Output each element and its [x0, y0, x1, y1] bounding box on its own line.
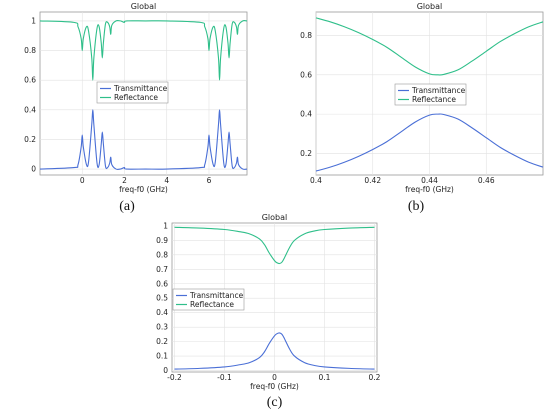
ticks-a: 0 2 4 6 0 0.2 0.4 0.6 0.8 1: [24, 16, 212, 185]
y-tick-label: 0.6: [156, 279, 168, 288]
chart-a: 0 2 4 600.20.40.60.81 Global freq-f0 (GHz) …: [24, 2, 248, 214]
panel-label-c: (c): [267, 395, 283, 410]
chart-c: -0.2 -0.1 0 0.1 0.2 0 0.1 0.2 0.3 0.4 0.5 0.6 0.7 0.8…: [156, 213, 381, 410]
y-tick-label: 0.6: [300, 70, 312, 79]
y-tick-label: 1: [163, 221, 168, 230]
y-tick-label: 0.4: [24, 105, 36, 114]
y-tick-label: 0.8: [156, 250, 168, 259]
legend-box: [394, 83, 467, 106]
x-tick-label: 0.42: [364, 176, 381, 185]
x-tick-label: 0.2: [369, 373, 381, 382]
y-tick-label: 0.4: [300, 110, 312, 119]
x-tick-label: 0.44: [421, 176, 438, 185]
chart-title-c: Global: [262, 213, 288, 222]
y-tick-label: 0.3: [156, 323, 168, 332]
y-tick-label: 0.2: [24, 135, 36, 144]
series-line-transmittance: [315, 113, 544, 172]
ticks-c: -0.2 -0.1 0 0.1 0.2 0 0.1 0.2 0.3 0.4 0.5 0.6 0.7 0.8…: [156, 221, 381, 382]
y-tick-label: 0: [31, 165, 36, 174]
legend-label-transmittance: Transmittance: [113, 84, 168, 93]
series-line-reflectance: [315, 17, 544, 76]
y-tick-label: 0: [163, 366, 168, 375]
y-tick-label: 0.5: [156, 294, 168, 303]
ticks-b: 0.4 0.42 0.44 0.46 0.2 0.4 0.6 0.8: [300, 31, 495, 185]
series-a: [39, 19, 248, 170]
x-tick-label: 0.46: [478, 176, 495, 185]
x-tick-label: 0.1: [319, 373, 331, 382]
y-tick-label: 0.4: [156, 308, 168, 317]
chart-b: 0.4 0.42 0.44 0.46 0.2 0.4 0.6 0.8 Global freq-…: [300, 2, 544, 214]
series-b: [315, 17, 544, 172]
legend-label-reflectance: Reflectance: [190, 300, 234, 309]
x-tick-label: 4: [164, 176, 169, 185]
legend-label-transmittance: Transmittance: [411, 86, 466, 95]
legend-label-transmittance: Transmittance: [189, 291, 244, 300]
x-axis-label-a: freq-f0 (GHz): [119, 185, 168, 194]
chart-title-b: Global: [417, 2, 443, 11]
x-tick-label: 0: [80, 176, 85, 185]
y-tick-label: 0.6: [24, 76, 36, 85]
y-tick-label: 0.2: [300, 149, 312, 158]
panel-label-b: (b): [408, 199, 425, 214]
legend-label-reflectance: Reflectance: [412, 95, 456, 104]
y-tick-label: 0.9: [156, 236, 168, 245]
series-c: [174, 226, 375, 370]
y-tick-label: 0.8: [24, 46, 36, 55]
panel-label-a: (a): [119, 199, 135, 214]
series-line-transmittance: [39, 109, 248, 170]
chart-title-a: Global: [131, 2, 157, 11]
x-tick-label: 0: [272, 373, 277, 382]
series-line-transmittance: [174, 332, 375, 370]
series-line-reflectance: [39, 19, 248, 81]
x-tick-label: 2: [122, 176, 127, 185]
series-line-reflectance: [174, 226, 375, 265]
legend-label-reflectance: Reflectance: [114, 93, 158, 102]
y-tick-label: 0.8: [300, 31, 312, 40]
x-axis-label-b: freq-f0 (GHz): [405, 185, 454, 194]
y-tick-label: 1: [31, 16, 36, 25]
y-tick-label: 0.1: [156, 352, 168, 361]
y-tick-label: 0.7: [156, 265, 168, 274]
x-tick-label: -0.2: [167, 373, 182, 382]
x-tick-label: 0.4: [310, 176, 322, 185]
x-axis-label-c: freq-f0 (GHz): [250, 382, 299, 391]
legend-box: [96, 81, 169, 104]
y-tick-label: 0.2: [156, 337, 168, 346]
x-tick-label: -0.1: [217, 373, 232, 382]
legend-box: [172, 288, 245, 311]
x-tick-label: 6: [207, 176, 212, 185]
